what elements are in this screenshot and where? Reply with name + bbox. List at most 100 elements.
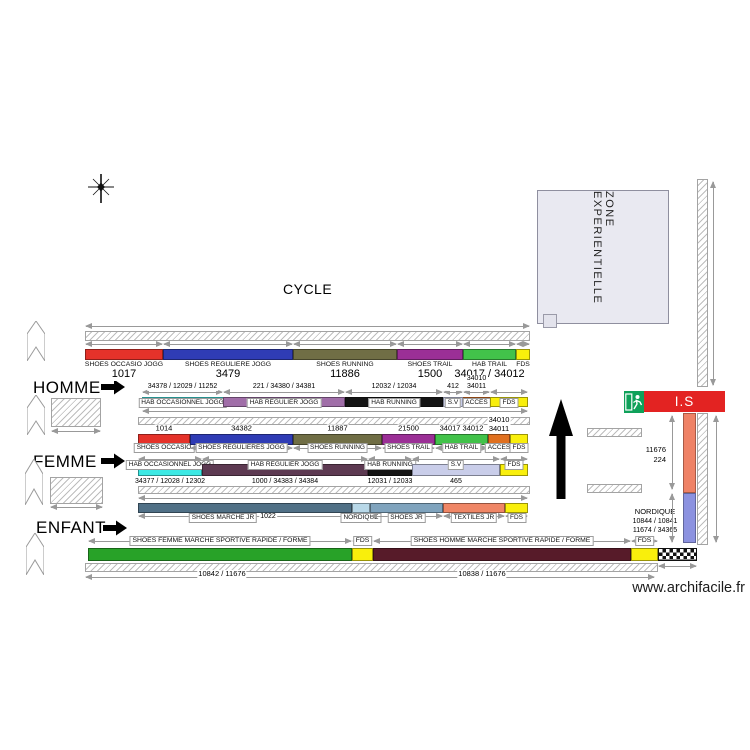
pillar (543, 314, 557, 328)
segment-label: SHOES OCCASIO (133, 443, 195, 453)
segment-label: SHOES RUNNING (307, 443, 368, 453)
dimension-line (669, 415, 676, 490)
segment-label: HAB TRAIL (471, 361, 508, 368)
segment-label: FDS (504, 460, 524, 470)
segment-number: 11886 (329, 368, 361, 381)
segment-number: 11887 (326, 423, 349, 433)
dimension-line (368, 456, 412, 463)
dimension-line (85, 323, 530, 330)
segment-number: 34017 34012 (438, 423, 485, 433)
segment-number: 3479 (214, 368, 242, 381)
wall-hatch (587, 428, 642, 437)
segment-label: S.V (444, 397, 462, 408)
plan-segment (370, 503, 443, 513)
is-sign-label: I.S (674, 394, 695, 409)
segment-label: SHOES FEMME MARCHE SPORTIVE RAPIDE / FOR… (129, 536, 311, 546)
segment-number: 1000 / 34383 / 34384 (250, 478, 320, 487)
plan-segment (505, 503, 528, 513)
segment-label: S.V (447, 460, 465, 470)
chevron-icon (26, 533, 44, 575)
dimension-line (85, 341, 163, 348)
flow-arrow-femme-icon (101, 453, 125, 469)
section-label-homme: HOMME (33, 378, 101, 397)
zone-experientielle-label: ZONE EXPERIENTIELLE (591, 191, 615, 305)
nordique-label: NORDIQUE (634, 507, 676, 516)
dimension-line (658, 563, 697, 570)
zone-experientielle-box: ZONE EXPERIENTIELLE (537, 190, 669, 324)
segment-label: SHOES REGULIERES JOGG (195, 443, 288, 453)
dimension-line (463, 389, 490, 396)
dimension-line (163, 341, 293, 348)
flow-arrow-enfant-icon (103, 520, 127, 536)
dimension-line (345, 389, 443, 396)
nordique-numbers-2: 11674 / 34365 (632, 527, 678, 535)
plan-segment (138, 503, 352, 513)
segment-label: FDS (352, 536, 373, 546)
plan-number: 10842 / 11676 (197, 569, 247, 579)
section-label-femme: FEMME (33, 452, 97, 471)
dimension-line (412, 456, 500, 463)
dimension-line (223, 389, 345, 396)
segment-label: ACCES (462, 397, 491, 408)
segment-number: 412 (446, 382, 460, 391)
dimension-line (669, 493, 676, 543)
plan-segment (163, 349, 293, 360)
segment-number: 34010 34011 (465, 374, 488, 391)
segment-number: 12031 / 12033 (366, 478, 414, 487)
segment-label: SHOES TRAIL (407, 361, 453, 368)
wall-hatch (51, 398, 101, 427)
dimension-line (516, 341, 530, 348)
direction-arrow-up-icon (549, 399, 573, 499)
dimension-line (713, 415, 720, 543)
is-sign: I.S (644, 391, 725, 412)
segment-number: 465 (449, 478, 463, 487)
segment-number: 34378 / 12029 / 11252 (146, 382, 219, 391)
plan-segment (516, 349, 530, 360)
segment-label: FDS (507, 513, 526, 523)
dimension-line (142, 408, 528, 415)
segment-number: 34377 / 12028 / 12302 (133, 478, 207, 487)
chevron-icon (25, 459, 43, 505)
segment-label: SHOES MARCHE JR (188, 513, 258, 523)
segment-label: TEXTILES JR (450, 513, 498, 523)
dimension-line (490, 389, 528, 396)
plan-segment (631, 548, 658, 561)
dimension-line (397, 341, 463, 348)
plan-segment (658, 548, 697, 561)
nordique-numbers-1: 10844 / 10841 (632, 518, 678, 526)
plan-number: 10838 / 11676 (457, 569, 507, 579)
segment-number: 1500 (416, 368, 444, 381)
segment-number: 34010 34011 (487, 414, 511, 433)
rack-number-11676: 11676 (645, 445, 666, 454)
dimension-line (85, 574, 655, 581)
section-label-enfant: ENFANT (36, 518, 107, 537)
vertical-rack-bottom (683, 493, 696, 543)
dimension-line (138, 456, 202, 463)
watermark: www.archifacile.fr (632, 580, 745, 596)
dimension-line (138, 495, 528, 502)
segment-label: HAB OCCASIONNEL JOGG (125, 460, 215, 470)
plan-segment (293, 349, 397, 360)
wall-hatch (587, 484, 642, 493)
segment-number: 34382 (230, 423, 253, 433)
plan-segment (443, 503, 505, 513)
dimension-line (500, 456, 528, 463)
segment-label: SHOES JR (387, 513, 426, 523)
dimension-line (710, 181, 717, 386)
chevron-icon (27, 321, 45, 361)
segment-label: HAB RUNNING (368, 397, 420, 408)
wall-hatch (85, 563, 658, 572)
dimension-line (293, 341, 397, 348)
segment-number: 1017 (110, 368, 138, 381)
plan-segment (463, 349, 516, 360)
segment-label: HAB TRAIL (441, 443, 482, 453)
segment-label: HAB RUNNING (364, 460, 416, 470)
dimension-line (463, 341, 516, 348)
segment-label: FDS (499, 397, 519, 408)
segment-number: 34017 / 34012 (453, 368, 526, 381)
wall-hatch (50, 477, 103, 504)
wall-hatch (697, 179, 708, 387)
segment-label: SHOES OCCASIO JOGG (84, 361, 164, 368)
segment-label: FDS (509, 443, 529, 453)
